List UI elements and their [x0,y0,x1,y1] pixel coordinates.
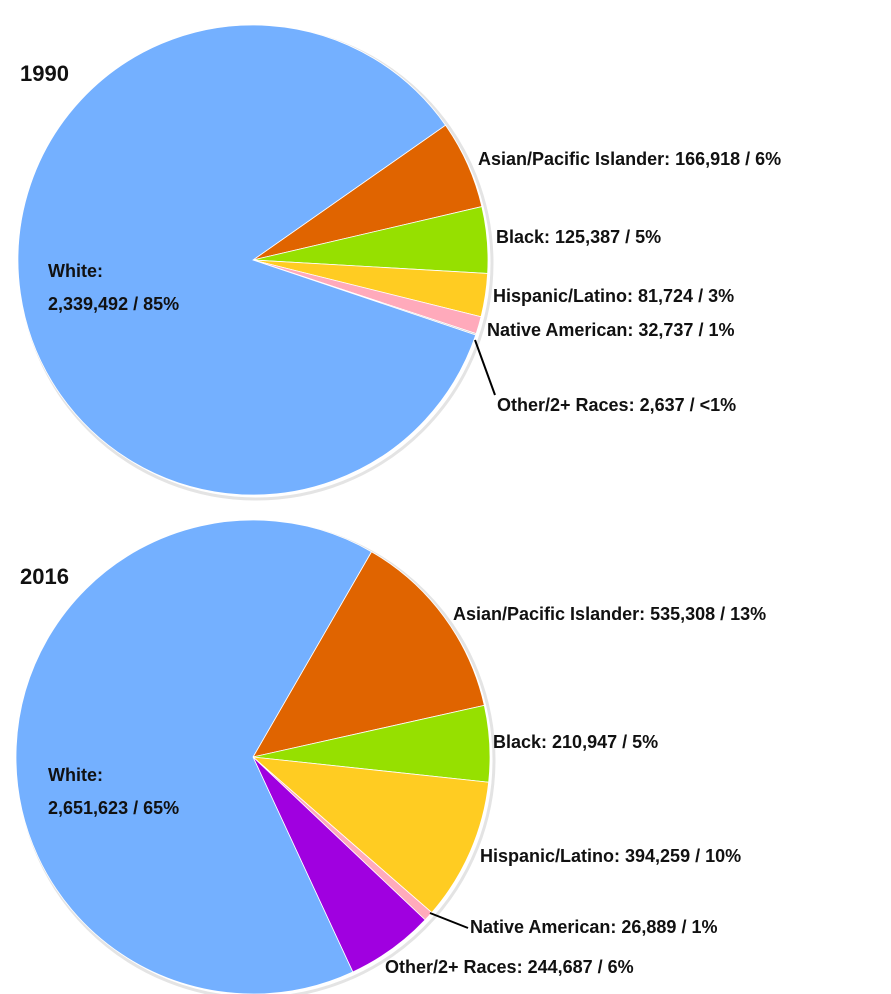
slice-label: Native American: 26,889 / 1% [470,917,717,937]
pie-slice [17,24,477,496]
pie-chart: 2016 Asian/Pacific Islander: 535,308 / 13%… [15,519,766,994]
slice-label: Asian/Pacific Islander: 535,308 / 13% [453,604,766,624]
chart-title: 2016 [20,564,69,589]
value-label: 394,259 / 10% [625,846,741,866]
category-label: Other/2+ Races: [497,395,635,415]
category-label: Asian/Pacific Islander: [453,604,645,624]
slice-label: Native American: 32,737 / 1% [487,320,734,340]
pie-chart: 1990 Asian/Pacific Islander: 166,918 / 6% B… [17,24,781,501]
category-label: Asian/Pacific Islander: [478,149,670,169]
value-label: 166,918 / 6% [675,149,781,169]
category-label: Hispanic/Latino: [493,286,633,306]
value-label: 535,308 / 13% [650,604,766,624]
slice-label: Hispanic/Latino: 81,724 / 3% [493,286,734,306]
slice-label: Asian/Pacific Islander: 166,918 / 6% [478,149,781,169]
slice-label: Black: 125,387 / 5% [496,227,661,247]
slice-label: White: [48,261,103,281]
leader-line [474,339,496,396]
value-label: 2,651,623 / 65% [48,798,179,818]
slice-label: Other/2+ Races: 2,637 / <1% [497,395,736,415]
value-label: 244,687 / 6% [528,957,634,977]
pie-slice [251,756,490,914]
slice-label: Other/2+ Races: 244,687 / 6% [385,957,634,977]
pie-slice [15,519,373,994]
slice-label: Black: 210,947 / 5% [493,732,658,752]
chart-title: 1990 [20,61,69,86]
value-label: 81,724 / 3% [638,286,734,306]
category-label: Black: [496,227,550,247]
category-label: Black: [493,732,547,752]
slice-label: White: [48,765,103,785]
value-label: 32,737 / 1% [638,320,734,340]
leader-line [429,912,469,929]
value-label: 26,889 / 1% [621,917,717,937]
value-label: 125,387 / 5% [555,227,661,247]
slice-label: Hispanic/Latino: 394,259 / 10% [480,846,741,866]
category-label: Native American: [487,320,633,340]
value-label: 2,339,492 / 85% [48,294,179,314]
pie-slice [252,551,485,758]
value-label: 210,947 / 5% [552,732,658,752]
value-label: 2,637 / <1% [640,395,737,415]
category-label: Other/2+ Races: [385,957,523,977]
category-label: Hispanic/Latino: [480,846,620,866]
category-label: Native American: [470,917,616,937]
